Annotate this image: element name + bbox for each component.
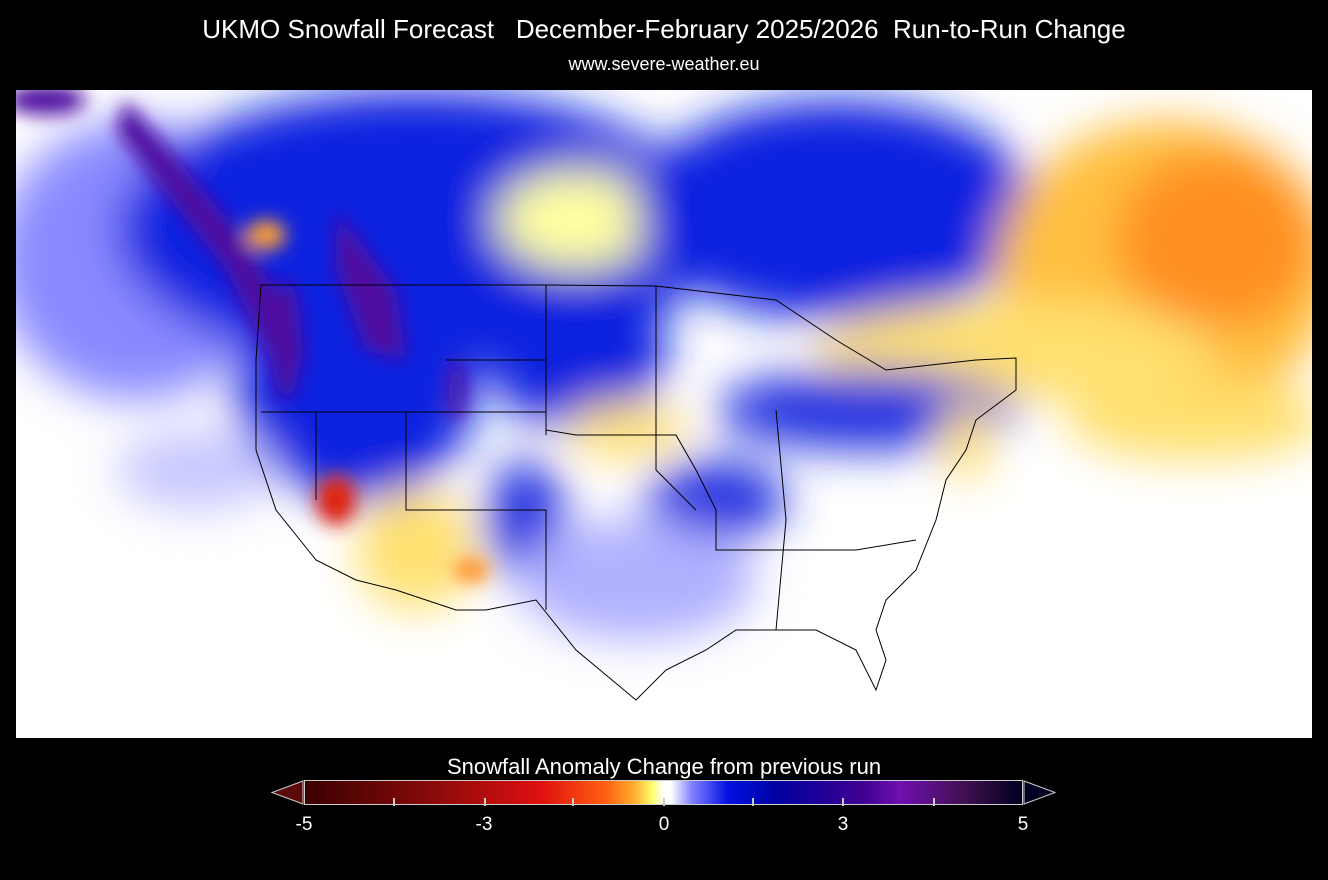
colorbar-tick [842,798,844,806]
colorbar-label: -5 [295,814,313,835]
colorbar-label: 0 [658,814,670,835]
map-title: UKMO Snowfall Forecast December-February… [202,14,1126,44]
colorbar-tick [572,798,574,806]
anomaly-field [16,90,1312,701]
colorbar-tick [933,798,935,806]
colorbar-max-extend-arrow [1023,780,1057,805]
field-broad [16,90,1312,640]
colorbar-tick [393,798,395,806]
boundaries [255,284,1017,701]
colorbar-label: -3 [475,814,493,835]
snowfall-map [16,90,1312,738]
colorbar-min-extend-arrow [270,780,304,805]
source-url: www.severe-weather.eu [568,54,760,74]
colorbar-label: 3 [837,814,849,835]
colorbar-tick [752,798,754,806]
colorbar-tick [663,798,665,806]
colorbar-label: 5 [1017,814,1029,835]
colorbar-tick [484,798,486,806]
colorbar-title: Snowfall Anomaly Change from previous ru… [446,754,882,779]
